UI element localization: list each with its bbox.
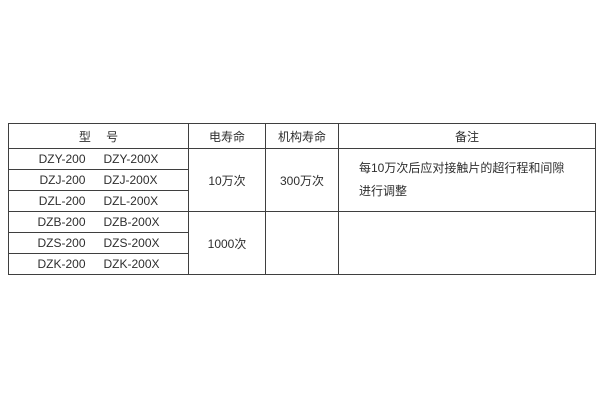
table-row: DZL-200 DZL-200X (8, 190, 596, 212)
model-name: DZB-200 (37, 215, 86, 229)
electrical-life-cell-group2: 1000次 (188, 211, 266, 275)
header-cell-electrical-life: 电寿命 (188, 123, 266, 149)
model-pair: DZB-200 DZB-200X (9, 215, 188, 229)
model-cell: DZL-200 DZL-200X (8, 190, 189, 212)
model-name: DZS-200 (37, 236, 86, 250)
table-row: DZK-200 DZK-200X (8, 253, 596, 275)
mechanism-life-cell-group2 (265, 211, 339, 275)
model-cell: DZK-200 DZK-200X (8, 253, 189, 275)
header-row: 型 号 电寿命 机构寿命 备注 (8, 123, 596, 149)
model-name-variant: DZJ-200X (103, 173, 158, 187)
table-row: DZS-200 DZS-200X (8, 232, 596, 254)
table-row: DZJ-200 DZJ-200X (8, 169, 596, 191)
model-name: DZL-200 (38, 194, 86, 208)
model-name-variant: DZK-200X (103, 257, 160, 271)
remark-line-1: 每10万次后应对接触片的超行程和间隙 (359, 161, 565, 175)
model-pair: DZJ-200 DZJ-200X (9, 173, 188, 187)
model-name: DZK-200 (37, 257, 86, 271)
model-name-variant: DZS-200X (103, 236, 160, 250)
model-pair: DZL-200 DZL-200X (9, 194, 188, 208)
remark-line-2: 进行调整 (359, 184, 408, 198)
model-cell: DZY-200 DZY-200X (8, 148, 189, 170)
header-cell-remarks: 备注 (338, 123, 596, 149)
spec-table: 型 号 电寿命 机构寿命 备注 DZY-200 DZY-200X 10万次 30… (8, 123, 596, 275)
model-name-variant: DZL-200X (103, 194, 159, 208)
model-name: DZY-200 (38, 152, 86, 166)
model-name: DZJ-200 (39, 173, 86, 187)
header-cell-mechanism-life: 机构寿命 (265, 123, 339, 149)
model-cell: DZJ-200 DZJ-200X (8, 169, 189, 191)
model-cell: DZB-200 DZB-200X (8, 211, 189, 233)
model-pair: DZY-200 DZY-200X (9, 152, 188, 166)
remarks-cell-group1: 每10万次后应对接触片的超行程和间隙 进行调整 (338, 148, 596, 212)
table-row: DZB-200 DZB-200X 1000次 (8, 211, 596, 275)
header-cell-model: 型 号 (8, 123, 189, 149)
model-name-variant: DZY-200X (103, 152, 159, 166)
table-row: DZY-200 DZY-200X 10万次 300万次 每10万次后应对接触片的… (8, 148, 596, 212)
model-pair: DZS-200 DZS-200X (9, 236, 188, 250)
model-name-variant: DZB-200X (103, 215, 160, 229)
model-pair: DZK-200 DZK-200X (9, 257, 188, 271)
electrical-life-cell-group1: 10万次 (188, 148, 266, 212)
mechanism-life-cell-group1: 300万次 (265, 148, 339, 212)
model-cell: DZS-200 DZS-200X (8, 232, 189, 254)
remarks-cell-group2 (338, 211, 596, 275)
